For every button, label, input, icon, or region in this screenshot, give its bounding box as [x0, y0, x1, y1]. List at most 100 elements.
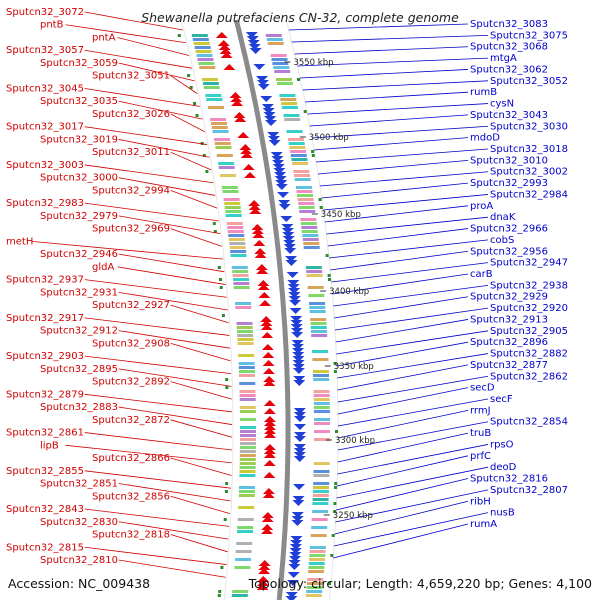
right-gene-label: Sputcn32_2877 [470, 360, 548, 371]
forward-gene-arrow [257, 576, 270, 582]
left-label-leader [84, 508, 230, 527]
inner-feature-block [191, 34, 208, 37]
inner-feature-block [203, 86, 220, 89]
outer-feature-block [273, 66, 290, 69]
outer-feature-block [312, 358, 329, 361]
forward-gene-arrow [251, 228, 264, 234]
forward-gene-arrow [260, 320, 273, 326]
inner-feature-block [235, 558, 251, 561]
left-gene-label: Sputcn32_3011 [92, 147, 170, 158]
inner-feature-block [238, 362, 255, 365]
reverse-gene-arrow [278, 200, 291, 206]
left-label-leader [84, 546, 227, 565]
outer-feature-block [271, 58, 288, 61]
reverse-gene-arrow [293, 484, 306, 490]
inner-feature-block [194, 46, 211, 49]
rna-feature-mark [217, 266, 221, 269]
right-gene-label: carB [470, 269, 493, 280]
reverse-gene-arrow [247, 40, 260, 46]
outer-feature-block [301, 230, 318, 233]
rna-feature-mark [177, 34, 181, 37]
right-label-leader [316, 148, 489, 163]
right-gene-label: Sputcn32_2929 [470, 292, 548, 303]
rna-feature-mark [325, 254, 329, 257]
inner-feature-block [235, 306, 252, 309]
right-label-leader [288, 23, 469, 31]
reverse-gene-arrow [291, 332, 304, 338]
forward-gene-arrow [263, 416, 276, 422]
forward-gene-arrow [240, 152, 253, 158]
reverse-gene-arrow [285, 260, 298, 266]
outer-feature-block [296, 190, 313, 193]
forward-gene-arrow [254, 252, 267, 258]
rna-feature-mark [189, 86, 193, 89]
reverse-gene-arrow [292, 348, 305, 354]
left-label-leader [84, 164, 214, 184]
rna-feature-mark [334, 486, 337, 489]
right-label-leader [334, 307, 489, 331]
outer-feature-block [302, 234, 319, 237]
reverse-gene-arrow [290, 316, 303, 322]
ruler-ticks: 3550 kbp 3500 kbp 3450 kbp 3400 kbp 3350 kbp… [284, 58, 375, 521]
forward-gene-arrow [249, 208, 262, 214]
reverse-gene-arrow [289, 548, 302, 554]
right-gene-label: Sputcn32_3010 [470, 155, 548, 166]
left-label-leader [118, 291, 228, 311]
reverse-gene-arrow [287, 280, 300, 286]
left-label-leader [170, 113, 206, 133]
left-label-leader [118, 139, 210, 158]
reverse-gene-arrow [273, 168, 286, 174]
inner-feature-block [238, 354, 255, 357]
forward-gene-arrow [218, 44, 231, 50]
outer-feature-block [310, 534, 327, 537]
outer-feature-block [298, 202, 315, 205]
forward-gene-arrow [263, 452, 276, 458]
outer-feature-block [312, 502, 329, 505]
left-gene-label: Sputcn32_2815 [6, 542, 84, 553]
inner-feature-block [235, 550, 252, 553]
reverse-gene-arrow [253, 64, 266, 70]
rna-feature-mark [333, 362, 337, 365]
inner-feature-block [239, 374, 255, 377]
reverse-gene-arrow [291, 512, 304, 518]
left-gene-label: Sputcn32_2994 [92, 185, 170, 196]
outer-feature-block [313, 474, 330, 477]
outer-feature-block [270, 54, 287, 57]
left-gene-label: gldA [92, 262, 114, 273]
left-label-leader [118, 253, 225, 273]
reverse-gene-arrow [290, 324, 303, 330]
reverse-gene-arrow [282, 232, 295, 238]
right-gene-label: cobS [490, 235, 514, 246]
inner-feature-block [233, 286, 250, 289]
forward-gene-arrow [239, 144, 252, 150]
reverse-gene-arrow [287, 284, 300, 290]
left-label-leader [118, 100, 203, 120]
outer-feature-block [272, 62, 289, 65]
inner-feature-block [206, 98, 223, 101]
forward-gene-arrow [256, 580, 269, 586]
gene-labels: Sputcn32_3072 pntB pntA Sputcn32_3057 Sputcn… [6, 7, 568, 566]
rna-feature-mark [205, 170, 209, 173]
outer-feature-block [313, 462, 330, 465]
outer-feature-block [299, 210, 316, 213]
right-gene-label: Sputcn32_2807 [490, 485, 568, 496]
reverse-gene-arrow [281, 224, 294, 230]
reverse-gene-arrow [290, 320, 303, 326]
left-gene-label: pntB [40, 20, 64, 31]
left-label-leader [170, 495, 230, 515]
right-label-leader [305, 91, 469, 103]
inner-feature-block [239, 390, 256, 393]
right-gene-label: Sputcn32_2993 [470, 178, 548, 189]
outer-feature-block [286, 130, 303, 133]
outer-feature-block [298, 206, 315, 209]
left-label-leader [118, 368, 232, 387]
rna-feature-mark [195, 114, 199, 117]
rna-feature-mark [333, 510, 337, 513]
left-gene-label: Sputcn32_2908 [92, 338, 170, 349]
outer-feature-block [311, 518, 328, 521]
rna-feature-mark [333, 370, 337, 373]
outer-feature-block [307, 578, 324, 581]
reverse-gene-arrow [277, 192, 290, 198]
inner-track-guide [180, 19, 234, 600]
reverse-gene-arrow [260, 96, 273, 102]
